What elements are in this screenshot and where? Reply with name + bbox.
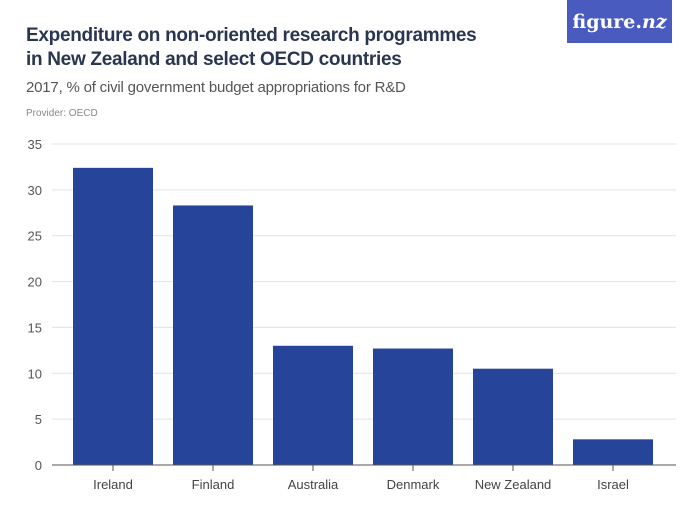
bar-new-zealand bbox=[473, 368, 553, 465]
y-tick-label: 10 bbox=[28, 366, 42, 381]
x-tick-label: New Zealand bbox=[475, 477, 552, 492]
x-tick-label: Finland bbox=[192, 477, 235, 492]
bar-israel bbox=[573, 439, 653, 465]
x-tick-label: Israel bbox=[597, 477, 629, 492]
x-tick-label: Ireland bbox=[93, 477, 133, 492]
figure-nz-logo[interactable]: figure. nz bbox=[567, 0, 672, 43]
bar-australia bbox=[273, 345, 353, 465]
provider-label: Provider: OECD bbox=[26, 108, 98, 119]
y-tick-label: 30 bbox=[28, 183, 42, 198]
chart-subtitle: 2017, % of civil government budget appro… bbox=[26, 79, 406, 96]
y-tick-label: 5 bbox=[35, 412, 42, 427]
y-tick-label: 20 bbox=[28, 275, 42, 290]
y-tick-label: 35 bbox=[28, 137, 42, 152]
y-tick-label: 25 bbox=[28, 229, 42, 244]
bar-finland bbox=[173, 205, 253, 465]
x-tick-label: Australia bbox=[288, 477, 339, 492]
y-tick-label: 15 bbox=[28, 320, 42, 335]
bar-denmark bbox=[373, 348, 453, 465]
x-tick-label: Denmark bbox=[387, 477, 440, 492]
y-tick-label: 0 bbox=[35, 458, 42, 473]
chart-title: Expenditure on non-oriented research pro… bbox=[26, 25, 477, 70]
bar-ireland bbox=[73, 167, 153, 466]
